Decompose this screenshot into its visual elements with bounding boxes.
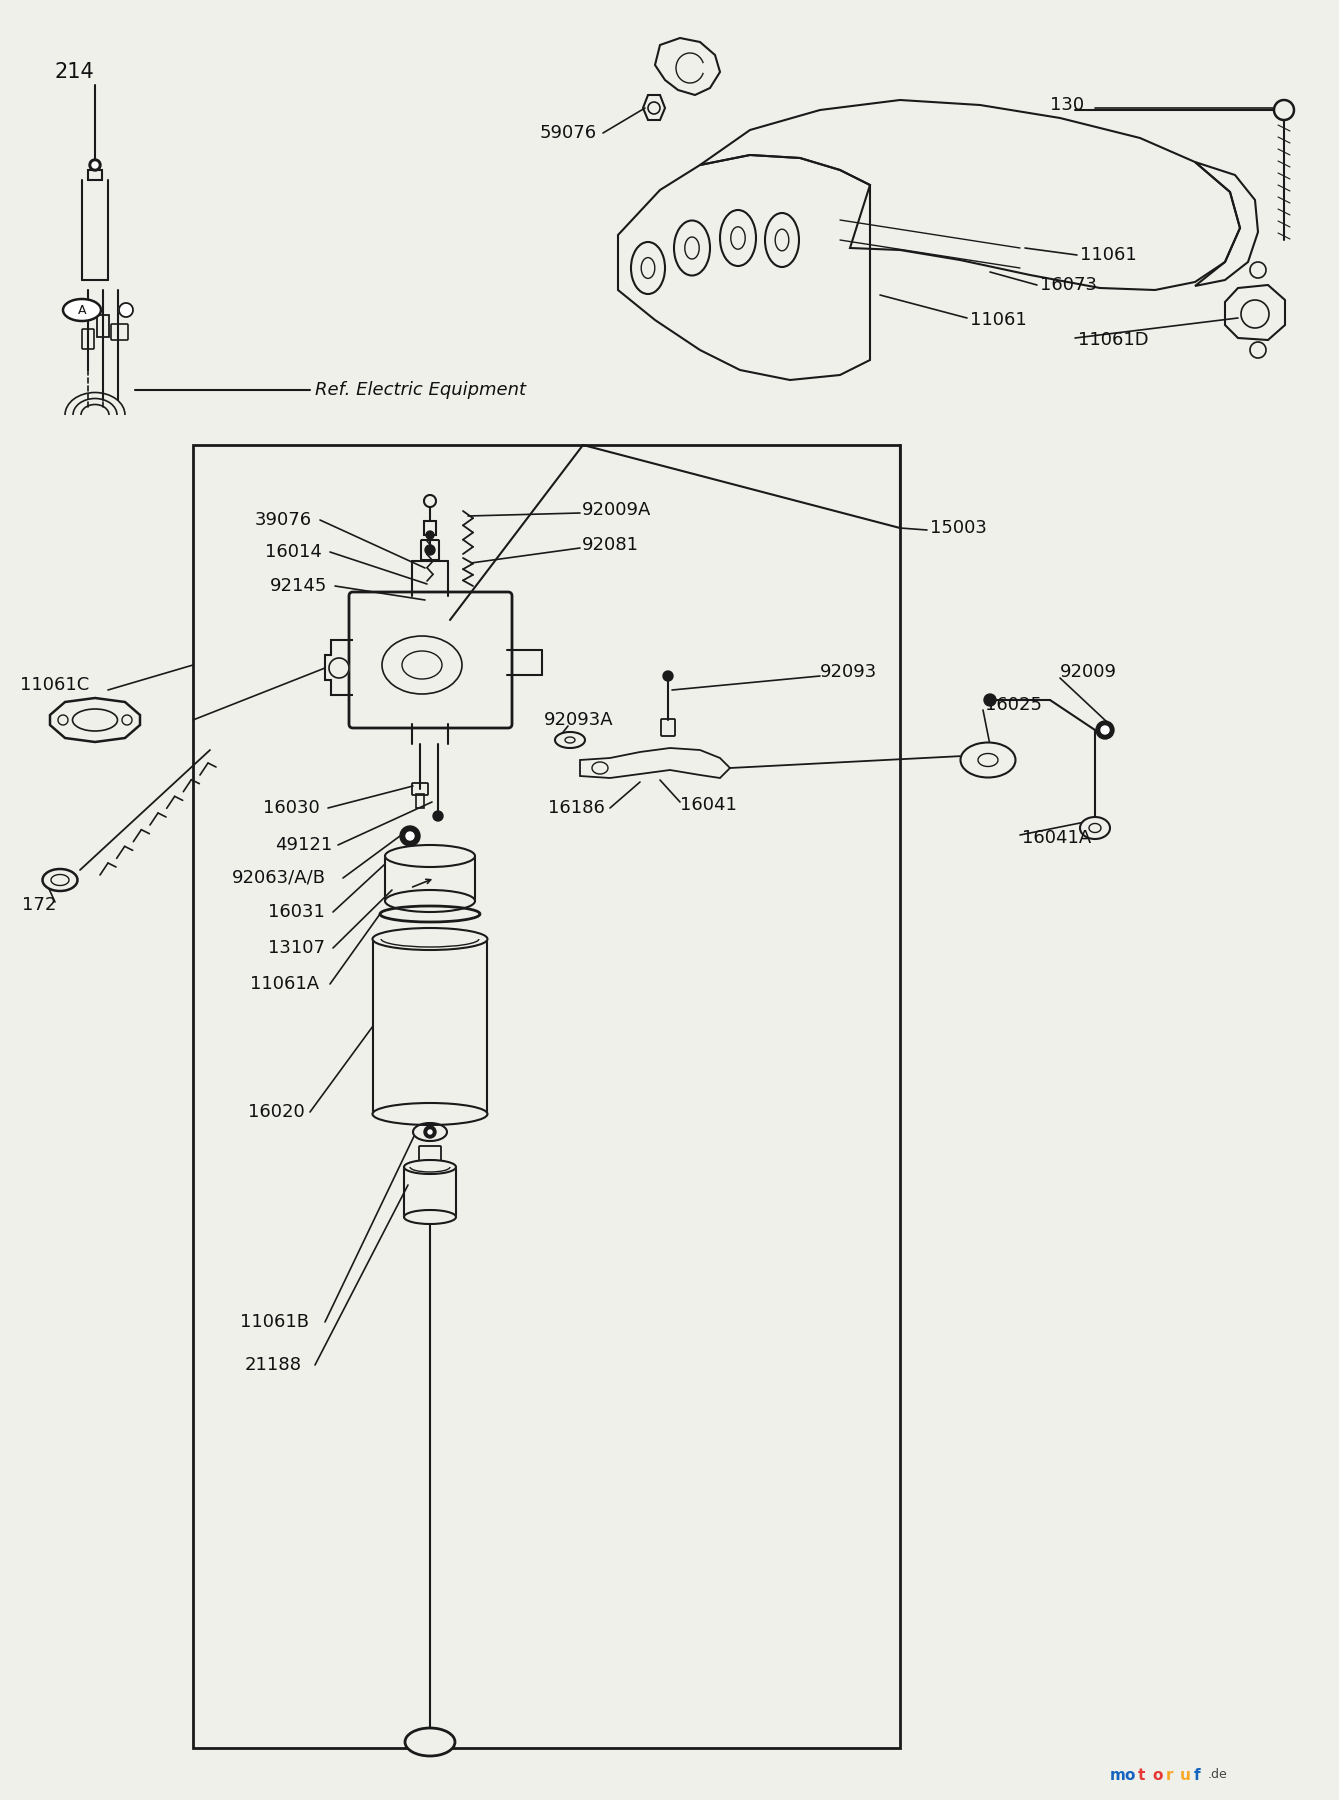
Circle shape xyxy=(88,158,100,171)
FancyArrowPatch shape xyxy=(412,880,431,887)
Ellipse shape xyxy=(684,238,699,259)
Ellipse shape xyxy=(1089,824,1101,832)
Ellipse shape xyxy=(765,212,799,266)
Text: 15003: 15003 xyxy=(931,518,987,536)
Text: 92093: 92093 xyxy=(819,662,877,680)
Circle shape xyxy=(406,832,414,841)
Ellipse shape xyxy=(554,733,585,749)
Circle shape xyxy=(400,826,420,846)
Text: 16041A: 16041A xyxy=(1022,830,1091,848)
Ellipse shape xyxy=(382,635,462,695)
Text: m: m xyxy=(1110,1768,1126,1782)
Ellipse shape xyxy=(380,905,479,922)
Ellipse shape xyxy=(631,241,665,293)
Text: 39076: 39076 xyxy=(254,511,312,529)
Text: o: o xyxy=(1152,1768,1162,1782)
Text: f: f xyxy=(1194,1768,1201,1782)
Text: 16014: 16014 xyxy=(265,544,321,562)
Ellipse shape xyxy=(404,1159,457,1174)
Text: 16031: 16031 xyxy=(268,904,325,922)
Text: 16041: 16041 xyxy=(680,796,736,814)
Circle shape xyxy=(329,659,349,679)
Ellipse shape xyxy=(641,257,655,279)
Text: 11061D: 11061D xyxy=(1078,331,1149,349)
Text: 16020: 16020 xyxy=(248,1103,305,1121)
Text: 130: 130 xyxy=(1050,95,1085,113)
Text: 11061A: 11061A xyxy=(250,976,319,994)
Circle shape xyxy=(1101,725,1109,734)
Text: 59076: 59076 xyxy=(540,124,597,142)
Text: 21188: 21188 xyxy=(245,1355,303,1373)
Ellipse shape xyxy=(674,221,710,275)
Circle shape xyxy=(58,715,68,725)
Circle shape xyxy=(1251,263,1265,277)
Circle shape xyxy=(428,1130,432,1134)
Ellipse shape xyxy=(402,652,442,679)
Text: 92081: 92081 xyxy=(582,536,639,554)
Ellipse shape xyxy=(372,929,487,950)
Text: 214: 214 xyxy=(55,61,95,83)
Text: 11061: 11061 xyxy=(969,311,1027,329)
Text: 92145: 92145 xyxy=(270,578,327,596)
Text: 13107: 13107 xyxy=(268,940,325,958)
Circle shape xyxy=(984,695,996,706)
Ellipse shape xyxy=(412,1123,447,1141)
Text: r: r xyxy=(1166,1768,1173,1782)
Ellipse shape xyxy=(592,761,608,774)
Text: 92009A: 92009A xyxy=(582,500,651,518)
Ellipse shape xyxy=(565,736,574,743)
Text: 16025: 16025 xyxy=(986,697,1042,715)
Ellipse shape xyxy=(372,1103,487,1125)
Ellipse shape xyxy=(386,889,475,913)
Ellipse shape xyxy=(960,742,1015,778)
Ellipse shape xyxy=(404,1210,457,1224)
Text: 11061: 11061 xyxy=(1081,247,1137,265)
Text: 92093A: 92093A xyxy=(544,711,613,729)
Text: u: u xyxy=(1180,1768,1190,1782)
Circle shape xyxy=(122,715,133,725)
Text: t: t xyxy=(1138,1768,1145,1782)
Text: Ref. Electric Equipment: Ref. Electric Equipment xyxy=(315,382,526,400)
Ellipse shape xyxy=(43,869,78,891)
Circle shape xyxy=(424,495,437,508)
Text: 92063/A/B: 92063/A/B xyxy=(232,869,325,887)
Ellipse shape xyxy=(720,211,757,266)
Circle shape xyxy=(1273,101,1293,121)
Circle shape xyxy=(663,671,674,680)
Circle shape xyxy=(424,545,435,554)
Circle shape xyxy=(92,162,98,167)
Ellipse shape xyxy=(731,227,746,248)
Text: 16186: 16186 xyxy=(548,799,605,817)
Ellipse shape xyxy=(386,844,475,868)
Circle shape xyxy=(1097,722,1114,740)
Text: A: A xyxy=(78,304,86,317)
Circle shape xyxy=(1251,342,1265,358)
Text: 92009: 92009 xyxy=(1060,662,1117,680)
Ellipse shape xyxy=(63,299,100,320)
Ellipse shape xyxy=(72,709,118,731)
Ellipse shape xyxy=(1081,817,1110,839)
Text: 11061C: 11061C xyxy=(20,677,90,695)
Circle shape xyxy=(119,302,133,317)
Circle shape xyxy=(432,812,443,821)
Text: 16030: 16030 xyxy=(262,799,320,817)
Text: .de: .de xyxy=(1208,1768,1228,1782)
Text: A: A xyxy=(424,1735,435,1750)
Circle shape xyxy=(426,531,434,538)
Text: 49121: 49121 xyxy=(274,835,332,853)
Text: 172: 172 xyxy=(21,896,56,914)
Ellipse shape xyxy=(51,875,70,886)
Ellipse shape xyxy=(404,1728,455,1757)
Text: 16073: 16073 xyxy=(1040,275,1097,293)
Text: o: o xyxy=(1123,1768,1134,1782)
Ellipse shape xyxy=(977,754,998,767)
Text: 11061B: 11061B xyxy=(240,1312,309,1330)
Circle shape xyxy=(424,1127,437,1138)
Ellipse shape xyxy=(775,229,789,250)
